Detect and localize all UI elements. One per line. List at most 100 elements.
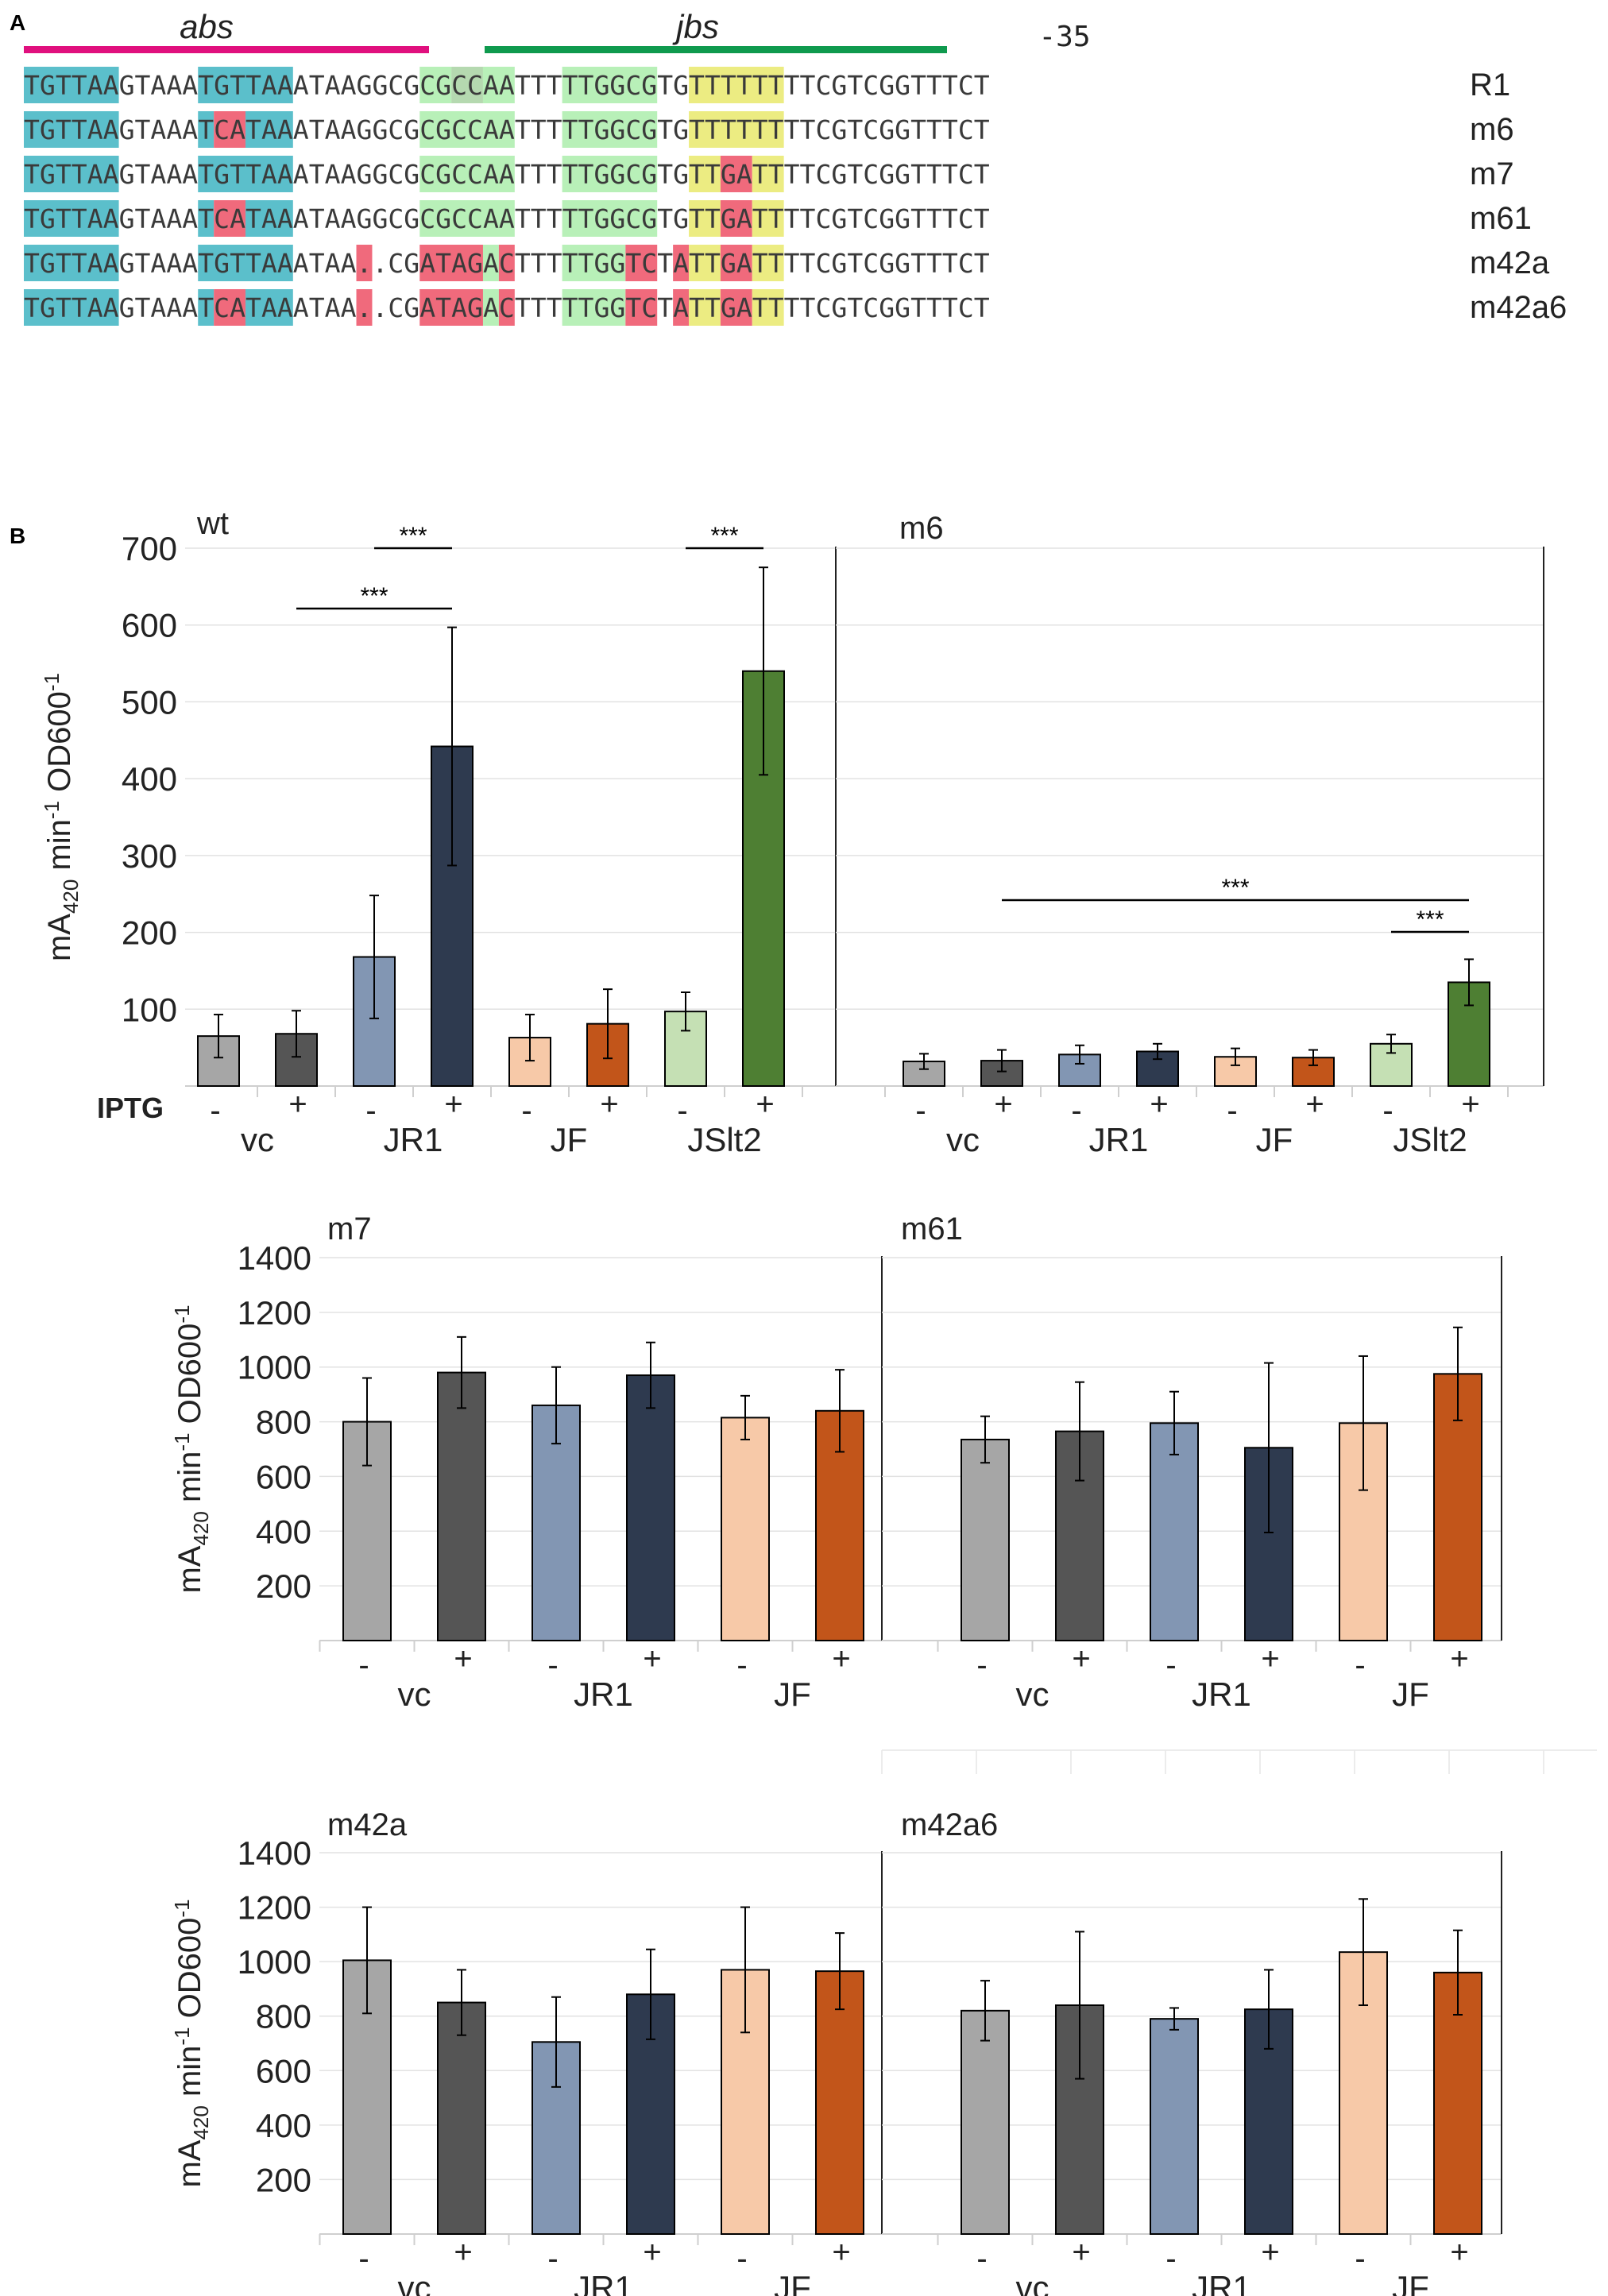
seq-highlight-jbs [482, 245, 499, 281]
seq-segment: TTCGTCGGTTTCT [784, 114, 990, 145]
minus35-label: -35 [1038, 21, 1090, 53]
seq-highlight-mut [720, 156, 752, 192]
sequence-name: m42a [1470, 245, 1550, 280]
sequence-name: m7 [1470, 157, 1514, 191]
faint-grid-strip [881, 1749, 1597, 1774]
seq-segment: TGTTAA [198, 159, 293, 190]
seq-segment: CG [419, 70, 451, 101]
panel-b-label: B [10, 524, 25, 548]
seq-highlight-mut [720, 200, 752, 237]
seq-highlight-jbs [562, 67, 658, 103]
seq-highlight-jbs [419, 200, 515, 237]
group-label: JR1 [1089, 1121, 1149, 1158]
condition-label: - [210, 1093, 220, 1128]
seq-segment: A [483, 292, 499, 323]
group-label: vc [241, 1121, 274, 1158]
y-tick-label: 600 [122, 607, 177, 644]
seq-highlight-jbs [562, 156, 658, 192]
seq-segment: ATAAGGCG [293, 159, 419, 190]
region-label-jbs: jbs [672, 8, 719, 45]
bar-m61-JR1-minus [1150, 1422, 1199, 1641]
seq-highlight-m35 [689, 245, 721, 281]
condition-label: - [358, 2241, 369, 2276]
condition-label: + [643, 2235, 661, 2270]
seq-highlight-m35 [689, 289, 721, 326]
seq-segment: T [198, 114, 214, 145]
seq-segment: CGCCAA [419, 203, 515, 234]
seq-highlight-jbs [482, 289, 499, 326]
bar-m42a6-JR1-minus [1150, 2018, 1199, 2235]
seq-segment: TTT [515, 203, 562, 234]
seq-segment: ATAA [293, 292, 357, 323]
y-tick-label: 1200 [238, 1294, 311, 1332]
seq-highlight-jbs [482, 67, 515, 103]
bar-m7-vc-plus [437, 1371, 486, 1641]
seq-segment: ATAAGGCG [293, 114, 419, 145]
condition-label: - [976, 2241, 987, 2276]
panel-a-label: A [10, 10, 25, 35]
seq-segment: TTGGCG [562, 70, 658, 101]
seq-highlight-m35 [689, 156, 721, 192]
seq-segment: TGTTAA [24, 159, 119, 190]
seq-highlight-abs [24, 156, 119, 192]
seq-highlight-abs [198, 111, 215, 148]
seq-segment: TTT [515, 114, 562, 145]
y-tick-label: 400 [256, 2107, 311, 2144]
condition-label: + [832, 1641, 850, 1676]
seq-segment: T [657, 248, 673, 279]
seq-segment: TGTTAA [24, 292, 119, 323]
seq-segment: ATAG [419, 292, 483, 323]
seq-segment: TT [752, 203, 784, 234]
seq-segment: TTTTTT [689, 70, 784, 101]
y-tick-label: 400 [122, 760, 177, 798]
y-tick-label: 700 [122, 530, 177, 567]
seq-segment: TT [752, 159, 784, 190]
bar-m42a-JF-plus [815, 1970, 864, 2235]
bar-m7-JR1-plus [626, 1374, 675, 1641]
sequence-name: m42a6 [1470, 290, 1567, 325]
seq-segment: TT [689, 159, 721, 190]
group-label: vc [398, 2269, 431, 2296]
seq-highlight-mut [720, 289, 752, 326]
seq-highlight-abs [245, 200, 293, 237]
seq-segment: TT [689, 292, 721, 323]
condition-label: + [454, 2235, 472, 2270]
seq-segment: TG [657, 114, 689, 145]
y-tick-label: 400 [256, 1513, 311, 1550]
sequence-name: m6 [1470, 112, 1514, 147]
seq-segment: TTGGCG [562, 159, 658, 190]
condition-label: - [1165, 2241, 1176, 2276]
chart-title: m6 [899, 511, 944, 546]
seq-segment: TTT [515, 248, 562, 279]
seq-highlight-mut [673, 245, 690, 281]
seq-highlight-jbs [419, 111, 515, 148]
significance-label: *** [1416, 906, 1444, 933]
seq-highlight-mut [214, 289, 246, 326]
bar-m42a6-vc-minus [961, 2009, 1010, 2236]
condition-label: - [1382, 1093, 1393, 1128]
seq-segment: . [357, 292, 373, 323]
seq-highlight-mut [498, 289, 515, 326]
condition-label: + [288, 1087, 307, 1122]
seq-segment: TGTTAA [198, 70, 293, 101]
seq-segment: ATAG [419, 248, 483, 279]
seq-segment: ATAAGGCG [293, 203, 419, 234]
condition-label: - [547, 2241, 558, 2276]
condition-label: + [444, 1087, 462, 1122]
seq-segment: . [372, 292, 388, 323]
y-tick-label: 200 [256, 1567, 311, 1605]
chart-title: m61 [901, 1212, 963, 1247]
seq-segment: TG [657, 70, 689, 101]
seq-segment: TAA [245, 203, 293, 234]
seq-segment: TC [625, 248, 657, 279]
sequence-row-m42a: TGTTAA GTAAA TGTTAA ATAA.. CG ATAG A C TTT TTGG TC… [24, 245, 1550, 281]
seq-highlight-abs [24, 289, 119, 326]
bar-m7-JF-minus [721, 1417, 770, 1641]
y-axis-label: mA420 min-1 OD600-1 [170, 1899, 213, 2187]
seq-segment: GTAAA [119, 70, 199, 101]
seq-segment: TT [752, 292, 784, 323]
seq-highlight-mut [625, 289, 658, 326]
seq-segment: TG [657, 203, 689, 234]
y-tick-label: 1000 [238, 1943, 311, 1981]
